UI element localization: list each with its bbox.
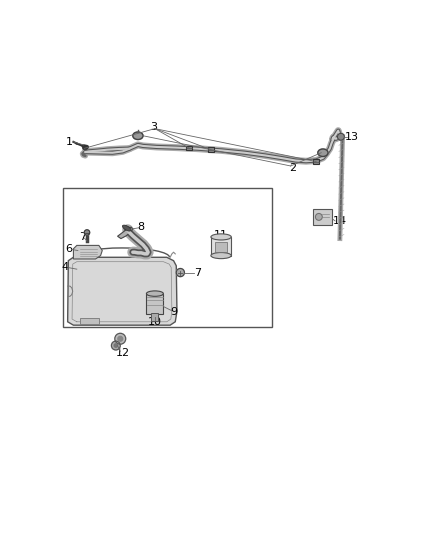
Text: 12: 12 [116, 349, 130, 358]
Text: 7: 7 [194, 268, 201, 278]
Text: 10: 10 [148, 317, 162, 327]
Bar [80, 318, 99, 324]
Ellipse shape [123, 225, 131, 231]
Bar [186, 146, 192, 150]
Text: 3: 3 [150, 122, 157, 132]
Bar [313, 159, 319, 164]
Text: 14: 14 [333, 216, 347, 226]
Circle shape [84, 230, 90, 235]
Ellipse shape [146, 291, 163, 296]
Text: 13: 13 [345, 132, 359, 142]
Circle shape [118, 336, 123, 341]
Text: 7: 7 [79, 232, 86, 242]
Text: 8: 8 [138, 222, 145, 232]
Polygon shape [74, 245, 102, 259]
Text: 4: 4 [61, 262, 68, 272]
Bar [211, 237, 231, 256]
Bar [146, 294, 163, 314]
Ellipse shape [318, 149, 328, 157]
Circle shape [111, 341, 120, 350]
Circle shape [176, 269, 184, 277]
Circle shape [315, 214, 322, 220]
Bar [152, 313, 158, 321]
Text: 6: 6 [65, 245, 72, 254]
Polygon shape [67, 257, 177, 325]
Circle shape [338, 133, 344, 140]
Text: 11: 11 [214, 230, 228, 240]
Text: 9: 9 [171, 306, 178, 317]
Bar [208, 147, 214, 152]
Circle shape [114, 344, 117, 347]
Text: 2: 2 [289, 163, 296, 173]
Circle shape [115, 333, 126, 344]
Ellipse shape [133, 132, 143, 140]
Polygon shape [117, 227, 133, 239]
Bar [313, 209, 332, 225]
Ellipse shape [211, 234, 231, 240]
Ellipse shape [211, 253, 231, 259]
Bar [63, 188, 272, 327]
Text: 1: 1 [66, 136, 73, 147]
Bar [215, 242, 227, 252]
